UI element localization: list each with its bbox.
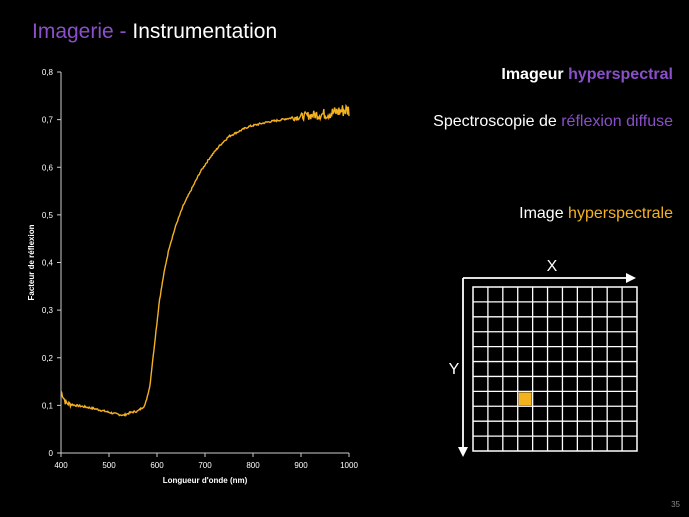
label-imageur-b: hyperspectral: [568, 66, 673, 83]
x-tick-label: 500: [102, 461, 116, 470]
x-tick-label: 700: [198, 461, 212, 470]
y-tick-label: 0,2: [42, 354, 54, 363]
y-tick-label: 0,8: [42, 68, 54, 77]
x-arrow-head: [626, 273, 636, 283]
grid-frame: [472, 286, 638, 452]
y-tick-label: 0,7: [42, 116, 54, 125]
y-axis-label: Facteur de réflexion: [27, 224, 36, 300]
label-imageur-a: Imageur: [501, 66, 569, 83]
label-spectroscopie: Spectroscopie de réflexion diffuse: [433, 113, 673, 131]
label-spectroscopie-a: Spectroscopie de: [433, 113, 562, 130]
x-tick-label: 1000: [340, 461, 358, 470]
y-arrow-head: [458, 447, 468, 457]
x-tick-label: 400: [54, 461, 68, 470]
slide-title-part2: Instrumentation: [132, 20, 278, 43]
y-arrow-label: Y: [449, 361, 460, 378]
y-tick-label: 0,4: [42, 259, 54, 268]
x-arrow-label: X: [547, 258, 558, 275]
y-tick-label: 0: [49, 449, 54, 458]
label-image-a: Image: [519, 205, 569, 222]
slide-title: Imagerie - Instrumentation: [32, 20, 277, 44]
label-image-b: hyperspectrale: [568, 205, 673, 222]
x-tick-label: 900: [294, 461, 308, 470]
page-number: 35: [671, 500, 680, 509]
x-tick-label: 600: [150, 461, 164, 470]
label-spectroscopie-b: réflexion diffuse: [561, 113, 673, 130]
label-image: Image hyperspectrale: [519, 205, 673, 223]
series-line: [60, 103, 350, 417]
slide-title-part1: Imagerie -: [32, 20, 133, 43]
y-tick-label: 0,6: [42, 163, 54, 172]
x-axis-label: Longueur d'onde (nm): [163, 476, 248, 485]
y-tick-label: 0,5: [42, 211, 54, 220]
y-tick-label: 0,1: [42, 401, 54, 410]
highlighted-pixel: [518, 392, 532, 406]
x-tick-label: 800: [246, 461, 260, 470]
y-tick-label: 0,3: [42, 306, 54, 315]
label-imageur: Imageur hyperspectral: [501, 66, 673, 84]
